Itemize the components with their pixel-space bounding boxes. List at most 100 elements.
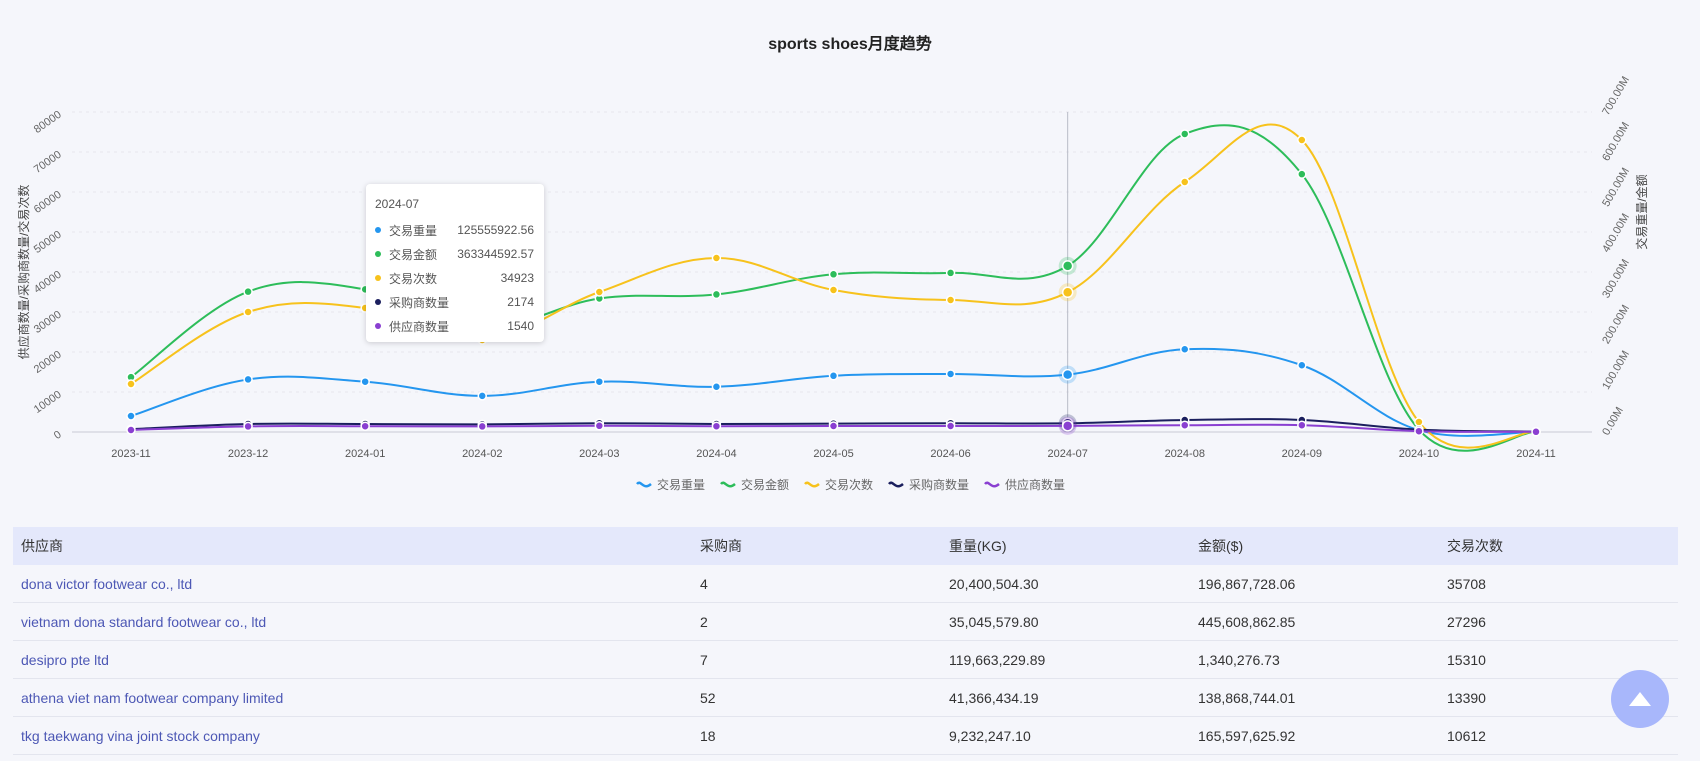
data-point [945,268,956,278]
legend-item[interactable]: 交易金额 [719,476,789,493]
y-left-tick-label: 10000 [32,389,64,416]
x-tick-label: 2024-11 [1516,448,1556,460]
data-point [711,381,722,392]
col-header-count: 交易次数 [1447,538,1503,554]
trade-count: 35708 [1439,565,1678,603]
y-right-tick-label: 700.00M [1600,74,1632,117]
y-right-tick-label: 200.00M [1600,303,1632,346]
buyer-count: 7 [692,640,941,679]
legend-label: 供应商数量 [1005,478,1066,492]
chart-title: sports shoes月度趋势 [768,36,932,53]
data-point [1180,129,1190,139]
weight-value: 20,400,504.30 [941,565,1190,603]
y-right-tick-label: 100.00M [1600,349,1632,392]
x-tick-label: 2024-04 [696,448,736,460]
data-point [1297,420,1307,430]
tooltip-dot [375,251,381,257]
data-point [1061,260,1074,272]
supplier-link[interactable]: tkg taekwang vina joint stock company [13,716,692,755]
data-point [477,391,487,401]
tooltip-series-name: 采购商数量 [389,295,450,310]
data-point [828,421,839,431]
tooltip-series-value: 2174 [507,295,534,309]
buyer-count: 18 [692,716,941,755]
y-left-tick-label: 30000 [32,309,64,336]
data-point [945,421,956,431]
legend-line-icon [888,481,904,487]
col-header-amount: 金额($) [1198,538,1244,554]
data-point [1180,344,1190,355]
tooltip-row: 供应商数量 1540 [375,316,534,336]
data-point [243,421,253,432]
data-point [126,411,136,421]
x-tick-label: 2024-05 [813,448,853,460]
data-point [477,421,487,432]
col-header-weight: 重量(KG) [949,538,1007,554]
supplier-link[interactable]: athena viet nam footwear company limited [13,678,692,717]
legend-label: 采购商数量 [909,478,970,492]
data-point [1061,286,1074,299]
tooltip-row: 交易金额 363344592.57 [375,244,534,264]
tooltip-series-value: 34923 [500,271,534,285]
y-right-axis-title: 交易重量/金额 [1634,174,1649,249]
amount-value: 445,608,862.85 [1190,602,1439,641]
buyer-count: 2 [692,602,941,641]
legend-label: 交易金额 [740,478,789,492]
amount-value: 196,867,728.06 [1190,565,1439,603]
supplier-link[interactable]: dona victor footwear co., ltd [13,565,692,603]
weight-value: 9,232,247.10 [941,716,1190,755]
x-tick-label: 2024-08 [1165,448,1205,460]
y-right-tick-label: 0.00M [1600,405,1626,437]
tooltip-row: 交易重量 125555922.56 [375,220,534,240]
data-point [126,379,136,389]
col-header-buyer: 采购商 [700,538,742,554]
chart-svg: 0 10000 20000 30000 40000 50000 60000 70000 8000… [16,74,1649,460]
arrow-up-icon [1629,692,1651,706]
tooltip-series-value: 1540 [507,319,534,333]
data-point [1180,420,1190,430]
legend-label: 交易重量 [656,478,705,492]
tooltip-series-value: 363344592.57 [457,247,534,261]
table-row: tkg taekwang vina joint stock company 18… [13,716,1678,755]
data-point [711,253,722,263]
legend-item[interactable]: 交易重量 [635,476,705,493]
legend-line-icon [635,481,652,487]
y-left-tick-label: 20000 [32,349,64,376]
y-right-tick-label: 300.00M [1600,257,1632,300]
x-tick-label: 2023-11 [111,448,151,460]
data-point [1297,169,1307,179]
data-point [945,369,956,379]
y-left-tick-label: 60000 [32,189,64,216]
data-point [126,425,136,435]
tooltip-dot [375,299,381,305]
tooltip-series-name: 供应商数量 [389,319,450,334]
supplier-link[interactable]: desipro pte ltd [13,640,692,679]
data-point [828,269,839,280]
y-right-tick-label: 500.00M [1600,166,1632,209]
data-point [243,307,253,317]
y-left-tick-label: 0 [52,429,64,442]
data-point [828,371,839,381]
data-point [594,376,605,387]
legend-item[interactable]: 供应商数量 [983,476,1065,493]
data-point [594,287,605,297]
tooltip-dot [375,275,381,281]
y-left-axis-title: 供应商数量/采购商数量/交易次数 [16,185,31,360]
data-point [945,295,956,305]
legend-line-icon [804,481,820,487]
x-tick-label: 2024-02 [462,448,502,460]
supplier-link[interactable]: vietnam dona standard footwear co., ltd [13,602,692,641]
table-row: dona victor footwear co., ltd 4 20,400,5… [13,565,1678,603]
x-tick-label: 2023-12 [228,448,268,460]
legend-item[interactable]: 采购商数量 [887,476,969,493]
amount-value: 138,868,744.01 [1190,678,1439,717]
data-point [360,376,370,387]
data-point [243,374,253,385]
chart-tooltip: 2024-07 交易重量 125555922.56 交易金额 363344592.57… [366,184,544,342]
table-row: athena viet nam footwear company limited… [13,678,1678,717]
legend-item[interactable]: 交易次数 [803,476,873,493]
x-tick-label: 2024-01 [345,448,385,460]
tooltip-dot [375,323,381,329]
x-tick-label: 2024-10 [1399,448,1439,460]
back-to-top-button[interactable] [1611,670,1669,728]
